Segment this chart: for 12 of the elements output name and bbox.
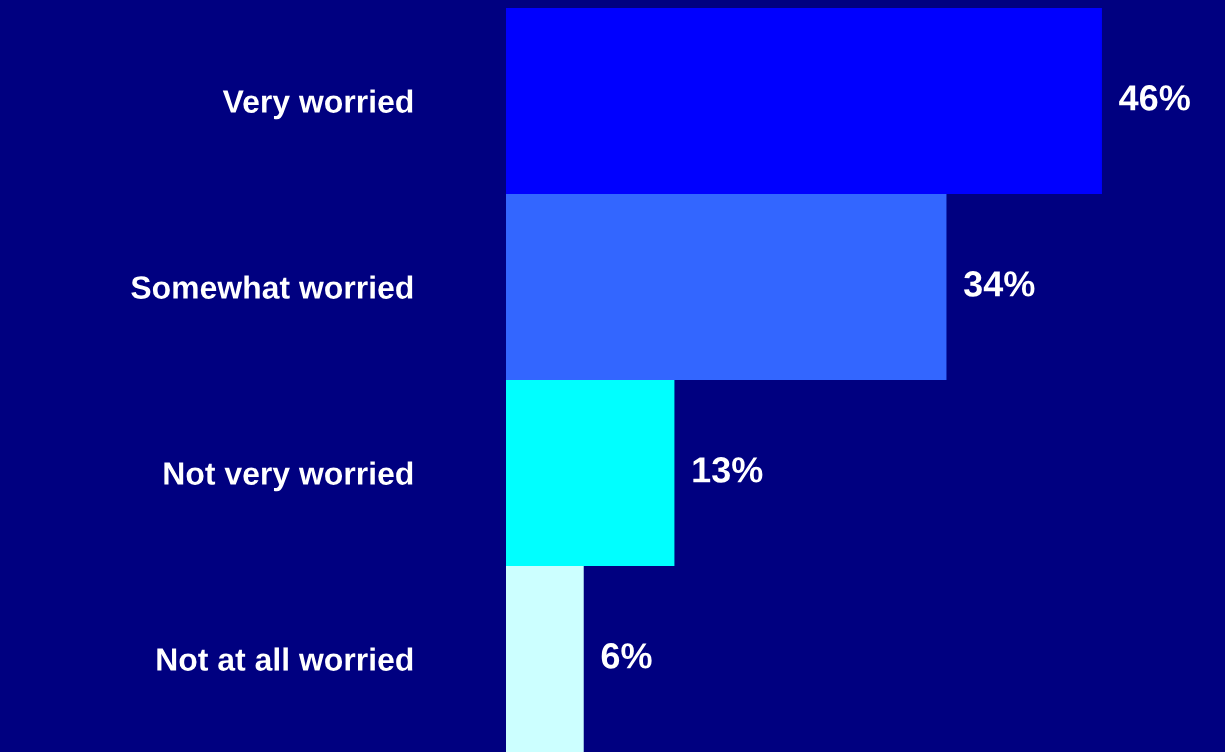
- y-tick-label: Somewhat worried: [131, 275, 413, 299]
- data-label: 6%: [601, 643, 652, 669]
- data-label: 34%: [963, 271, 1035, 297]
- data-label: 46%: [1119, 85, 1190, 111]
- bar: [506, 380, 675, 566]
- y-tick-label: Not at all worried: [157, 647, 413, 671]
- bar: [506, 194, 947, 380]
- bar: [506, 566, 584, 752]
- y-tick-label: Not very worried: [164, 461, 413, 492]
- y-tick-label: Very worried: [222, 89, 413, 120]
- bar: [506, 8, 1102, 194]
- data-label: 13%: [693, 457, 763, 483]
